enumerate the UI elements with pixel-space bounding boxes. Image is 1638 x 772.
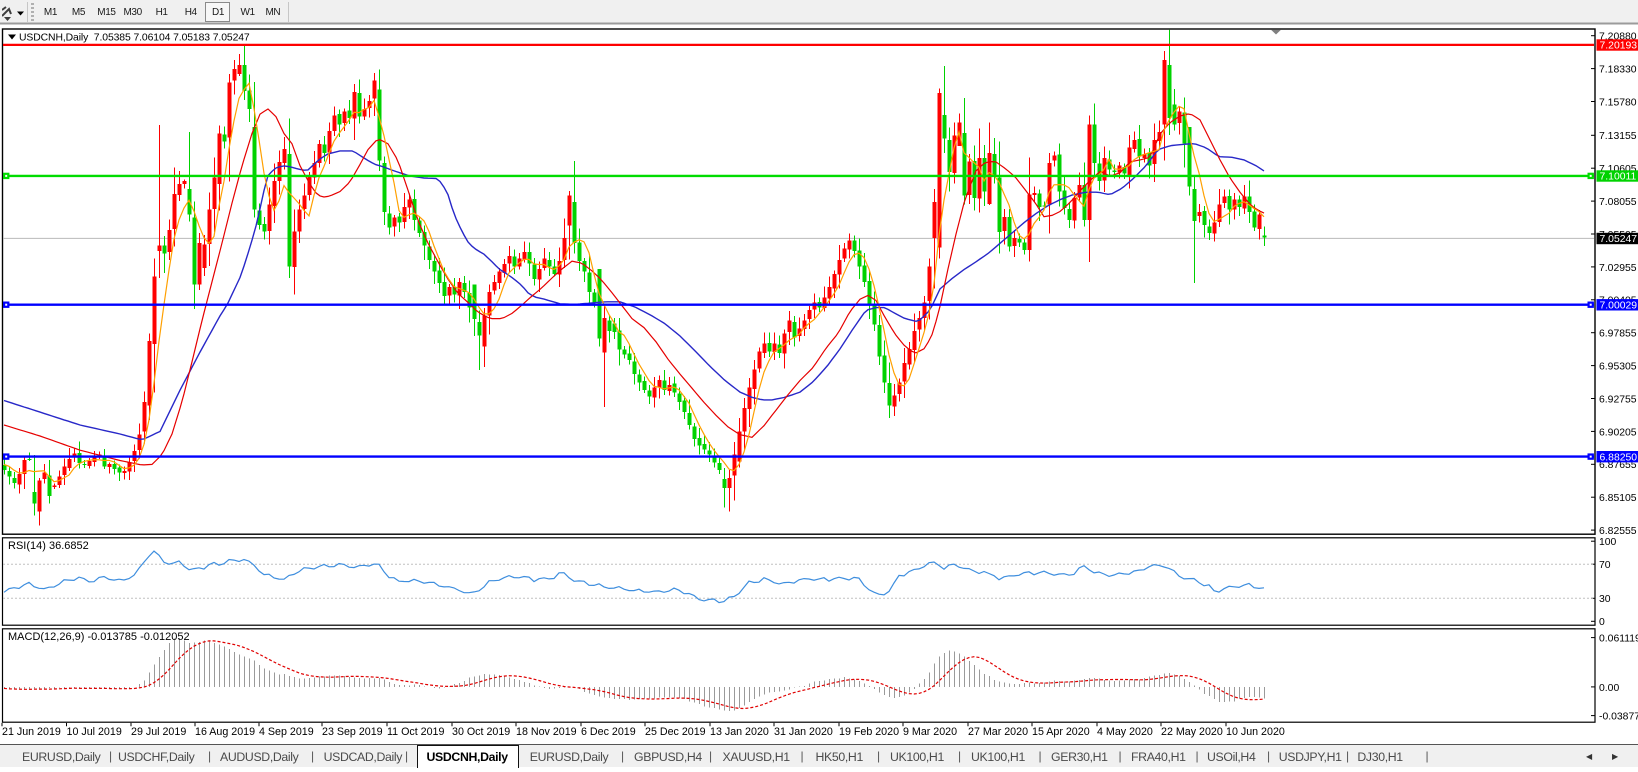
svg-text:6.95305: 6.95305 [1599, 362, 1637, 373]
svg-text:6.88250: 6.88250 [1600, 452, 1638, 463]
svg-text:10 Jun 2020: 10 Jun 2020 [1226, 726, 1285, 738]
svg-text:10 Jul 2019: 10 Jul 2019 [67, 726, 122, 738]
svg-text:-0.038777: -0.038777 [1599, 712, 1638, 723]
svg-text:0.00: 0.00 [1599, 683, 1619, 694]
svg-text:19 Feb 2020: 19 Feb 2020 [839, 726, 899, 738]
svg-text:29 Jul 2019: 29 Jul 2019 [131, 726, 186, 738]
svg-text:23 Sep 2019: 23 Sep 2019 [322, 726, 383, 738]
svg-text:7.05247: 7.05247 [1600, 234, 1638, 245]
svg-text:11 Oct 2019: 11 Oct 2019 [387, 726, 444, 738]
svg-text:27 Mar 2020: 27 Mar 2020 [968, 726, 1028, 738]
svg-text:6.90205: 6.90205 [1599, 427, 1637, 438]
svg-text:0: 0 [1599, 617, 1605, 628]
svg-text:9 Mar 2020: 9 Mar 2020 [903, 726, 957, 738]
svg-text:7.02955: 7.02955 [1599, 263, 1637, 274]
svg-text:30 Oct 2019: 30 Oct 2019 [452, 726, 510, 738]
svg-text:6.92755: 6.92755 [1599, 394, 1637, 405]
svg-text:6.85105: 6.85105 [1599, 493, 1637, 504]
svg-text:13 Jan 2020: 13 Jan 2020 [710, 726, 769, 738]
svg-text:4 May 2020: 4 May 2020 [1097, 726, 1153, 738]
svg-text:MACD(12,26,9) -0.013785 -0.012: MACD(12,26,9) -0.013785 -0.012052 [8, 631, 190, 643]
svg-text:6.82555: 6.82555 [1599, 526, 1637, 537]
svg-text:25 Dec 2019: 25 Dec 2019 [645, 726, 706, 738]
svg-text:7.20193: 7.20193 [1600, 41, 1638, 52]
svg-text:22 May 2020: 22 May 2020 [1161, 726, 1223, 738]
svg-text:30: 30 [1599, 594, 1611, 605]
svg-text:RSI(14) 36.6852: RSI(14) 36.6852 [8, 540, 89, 552]
svg-text:7.18330: 7.18330 [1599, 65, 1637, 76]
svg-text:6 Dec 2019: 6 Dec 2019 [581, 726, 636, 738]
svg-text:18 Nov 2019: 18 Nov 2019 [516, 726, 577, 738]
svg-text:7.00029: 7.00029 [1600, 301, 1638, 312]
svg-text:15 Apr 2020: 15 Apr 2020 [1032, 726, 1090, 738]
svg-text:7.08055: 7.08055 [1599, 197, 1637, 208]
svg-text:7.13155: 7.13155 [1599, 131, 1637, 142]
svg-text:21 Jun 2019: 21 Jun 2019 [2, 726, 61, 738]
svg-text:100: 100 [1599, 537, 1617, 548]
svg-text:7.15780: 7.15780 [1599, 97, 1637, 108]
svg-text:31 Jan 2020: 31 Jan 2020 [774, 726, 833, 738]
svg-text:6.97855: 6.97855 [1599, 329, 1637, 340]
svg-text:70: 70 [1599, 560, 1611, 571]
svg-text:7.10011: 7.10011 [1600, 172, 1637, 183]
svg-text:4 Sep 2019: 4 Sep 2019 [259, 726, 314, 738]
svg-text:16 Aug 2019: 16 Aug 2019 [195, 726, 255, 738]
svg-text:USDCNH,Daily 7.05385 7.06104: USDCNH,Daily 7.05385 7.06104 7.05183 7.0… [19, 33, 250, 44]
svg-text:0.061119: 0.061119 [1599, 634, 1638, 645]
